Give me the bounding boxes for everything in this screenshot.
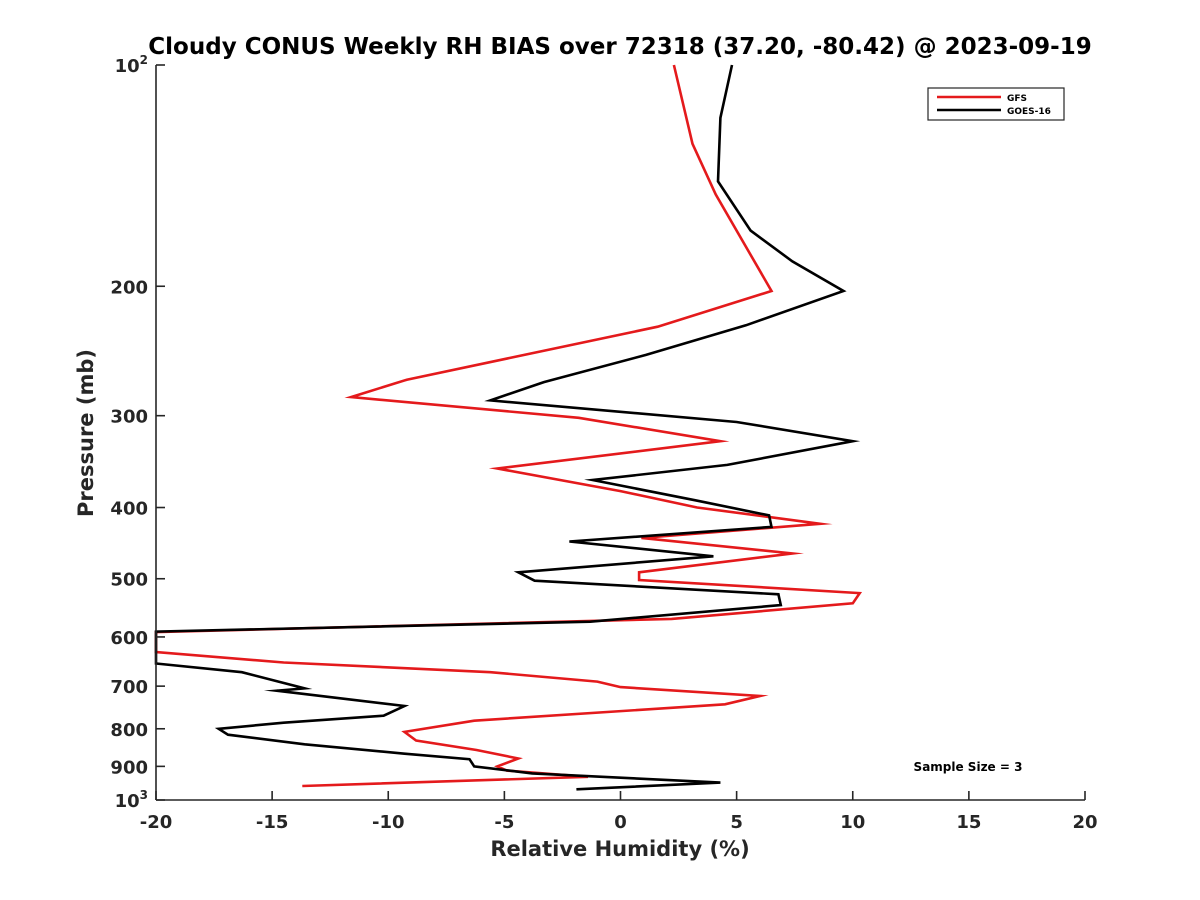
y-tick-label: 102 <box>115 53 148 77</box>
x-tick-label: 0 <box>614 812 627 833</box>
x-tick-label: 15 <box>956 812 981 833</box>
y-tick-label: 400 <box>110 499 148 520</box>
x-tick-label: -20 <box>140 812 173 833</box>
legend-gfs-label: GFS <box>1007 94 1027 104</box>
x-axis-ticks: -20 -15 -10 -5 0 5 10 15 20 <box>140 791 1098 833</box>
y-axis-ticks: 102 200 300 400 500 600 700 800 900 103 <box>110 53 165 812</box>
x-tick-label: -15 <box>256 812 289 833</box>
x-tick-label: -10 <box>372 812 405 833</box>
legend-box <box>927 87 1065 121</box>
y-tick-label: 600 <box>110 628 148 649</box>
y-tick-label: 103 <box>115 788 148 812</box>
y-tick-label: 700 <box>110 677 148 698</box>
series-layer <box>154 64 863 791</box>
legend: GFS GOES-16 <box>927 87 1065 121</box>
y-tick-label: 500 <box>110 570 148 591</box>
sample-size-annotation: Sample Size = 3 <box>914 760 1023 774</box>
y-tick-label: 300 <box>110 407 148 428</box>
series-line-goes16 <box>154 64 861 791</box>
y-tick-label: 800 <box>110 720 148 741</box>
chart-title: Cloudy CONUS Weekly RH BIAS over 72318 (… <box>148 34 1091 60</box>
x-tick-label: -5 <box>494 812 514 833</box>
x-tick-label: 5 <box>730 812 743 833</box>
x-tick-label: 20 <box>1072 812 1097 833</box>
y-tick-label: 200 <box>110 277 148 298</box>
x-axis-label: Relative Humidity (%) <box>490 837 749 861</box>
y-axis-label: Pressure (mb) <box>74 349 98 517</box>
y-tick-label: 900 <box>110 757 148 778</box>
x-tick-label: 10 <box>840 812 865 833</box>
legend-goes16-label: GOES-16 <box>1007 107 1051 117</box>
